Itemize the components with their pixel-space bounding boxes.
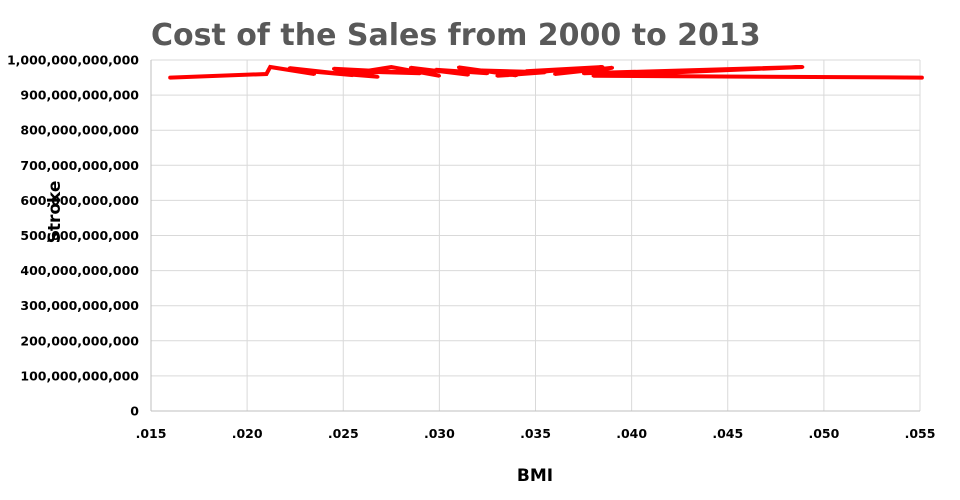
data-point (376, 75, 380, 79)
x-tick-label: .045 (712, 426, 743, 441)
data-point (601, 65, 605, 69)
data-point (920, 75, 924, 80)
x-tick-label: .040 (616, 426, 647, 441)
data-point (360, 69, 365, 74)
y-tick-label: 900,000,000,000 (20, 88, 139, 103)
y-tick-label: 800,000,000,000 (20, 123, 139, 138)
data-point (591, 74, 595, 78)
data-point (332, 67, 336, 71)
data-point (418, 71, 422, 75)
y-tick-label: 200,000,000,000 (20, 333, 139, 348)
data-point (351, 73, 355, 77)
gridlines (150, 59, 921, 412)
data-point (485, 71, 490, 75)
data-point (495, 74, 499, 78)
y-tick-label: 700,000,000,000 (20, 158, 139, 173)
data-point (553, 72, 557, 76)
y-tick-label: 400,000,000,000 (20, 263, 139, 278)
chart-title: Cost of the Sales from 2000 to 2013 (151, 18, 761, 53)
data-point (437, 74, 441, 78)
data-point (168, 75, 172, 80)
y-tick-label: 500,000,000,000 (20, 228, 139, 243)
x-tick-label: .015 (136, 426, 167, 441)
series-layer (168, 64, 924, 80)
axes (150, 60, 920, 412)
x-tick-label: .020 (232, 426, 263, 441)
data-point (466, 73, 470, 77)
data-point (312, 72, 317, 76)
data-point (581, 71, 586, 75)
y-tick-label: 600,000,000,000 (20, 193, 139, 208)
data-point (268, 65, 272, 69)
y-tick-label: 100,000,000,000 (20, 368, 139, 383)
y-tick-label: 0 (130, 404, 139, 419)
x-tick-label: .030 (424, 426, 455, 441)
x-tick-label: .035 (520, 426, 551, 441)
data-point (524, 69, 528, 73)
data-point (287, 66, 292, 70)
x-tick-label: .055 (905, 426, 936, 441)
data-point (801, 65, 805, 69)
data-point (433, 68, 438, 72)
data-point (572, 67, 576, 71)
x-tick-label: .050 (808, 426, 839, 441)
data-point (389, 65, 393, 69)
data-point (480, 68, 484, 73)
x-axis-title: BMI (517, 466, 553, 486)
data-point (543, 70, 547, 74)
data-point (610, 66, 615, 70)
data-point (457, 65, 461, 69)
data-point (514, 73, 518, 78)
x-tick-label: .025 (328, 426, 359, 441)
data-point (264, 72, 268, 76)
tick-labels: .015 .020 .025 .030 .035 .040 .045 .050 .055 0 100… (7, 53, 935, 442)
y-axis-title: Stroke (45, 181, 65, 244)
y-tick-label: 1,000,000,000,000 (7, 53, 139, 68)
y-tick-label: 300,000,000,000 (20, 298, 139, 313)
data-point (408, 66, 413, 70)
data-point (299, 68, 303, 73)
